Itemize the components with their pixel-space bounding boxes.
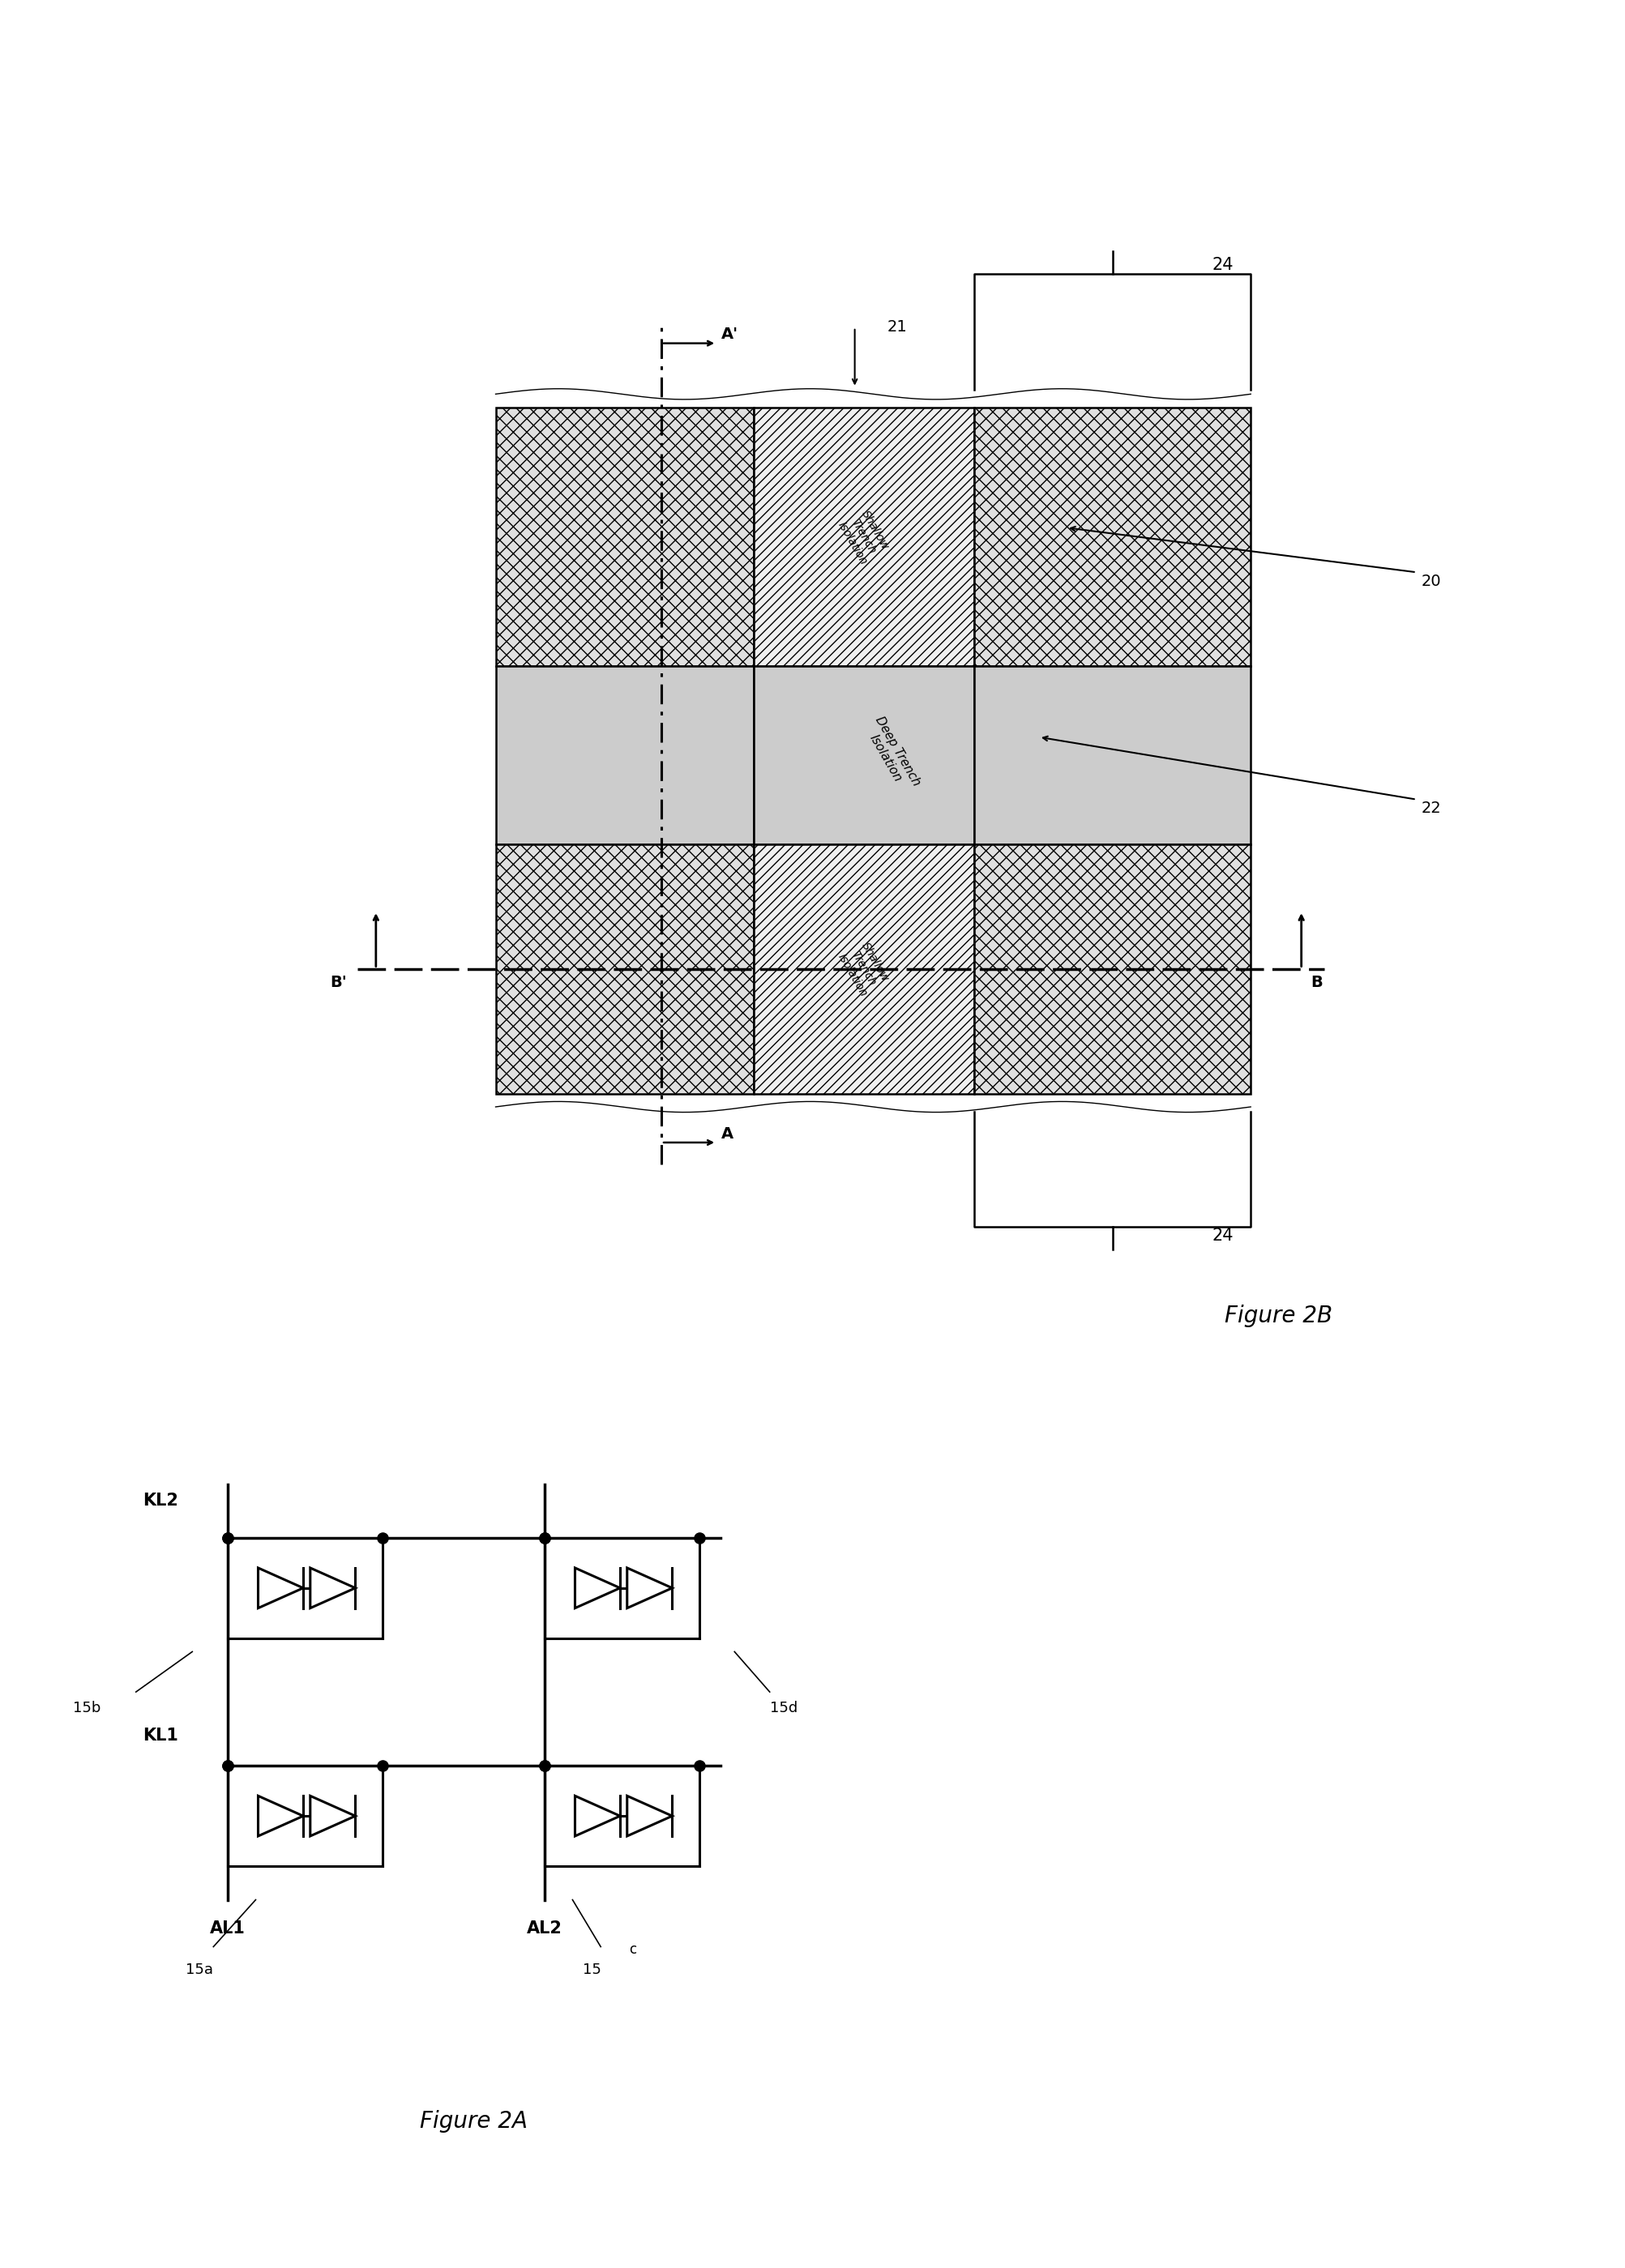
Bar (496, 844, 754, 1093)
Point (531, 1749, 557, 1785)
Text: B: B (1311, 975, 1323, 989)
Text: Shallow
Trench
Isolation: Shallow Trench Isolation (835, 506, 892, 567)
Bar (975, 667, 1251, 844)
Text: B': B' (330, 975, 346, 989)
Polygon shape (258, 1796, 304, 1837)
Point (531, 1520, 557, 1556)
Text: Shallow
Trench
Isolation: Shallow Trench Isolation (835, 939, 892, 998)
Bar (496, 667, 754, 844)
Text: 21: 21 (887, 320, 907, 336)
Text: Deep Trench
Isolation: Deep Trench Isolation (861, 714, 923, 796)
Point (531, 1520, 557, 1556)
Point (531, 1749, 557, 1785)
Polygon shape (310, 1796, 356, 1837)
Text: c: c (629, 1941, 637, 1957)
Polygon shape (258, 1567, 304, 1608)
Bar (496, 408, 754, 667)
Text: KL1: KL1 (143, 1728, 179, 1744)
Text: 15d: 15d (770, 1701, 798, 1715)
Bar (754, 844, 975, 1093)
Text: 22: 22 (1420, 801, 1441, 816)
Text: A': A' (722, 327, 738, 342)
Polygon shape (627, 1796, 673, 1837)
Text: AL1: AL1 (210, 1921, 245, 1937)
Text: Figure 2B: Figure 2B (1224, 1304, 1332, 1327)
Polygon shape (627, 1567, 673, 1608)
Bar (754, 408, 975, 667)
Point (369, 1749, 395, 1785)
Bar (975, 844, 1251, 1093)
Text: Figure 2A: Figure 2A (419, 2109, 528, 2132)
Text: A: A (722, 1125, 733, 1141)
Text: AL2: AL2 (526, 1921, 562, 1937)
Polygon shape (575, 1796, 621, 1837)
Text: 24: 24 (1212, 1227, 1233, 1245)
Text: 15: 15 (583, 1962, 601, 1978)
Polygon shape (575, 1567, 621, 1608)
Text: KL2: KL2 (143, 1492, 179, 1508)
Text: 15a: 15a (185, 1962, 213, 1978)
Point (686, 1520, 712, 1556)
Text: 15b: 15b (73, 1701, 101, 1715)
Bar (975, 408, 1251, 667)
Bar (754, 667, 975, 844)
Point (215, 1520, 241, 1556)
Point (686, 1749, 712, 1785)
Point (369, 1520, 395, 1556)
Text: 20: 20 (1420, 574, 1441, 590)
Point (215, 1749, 241, 1785)
Point (215, 1520, 241, 1556)
Point (215, 1749, 241, 1785)
Text: 24: 24 (1212, 256, 1233, 272)
Polygon shape (310, 1567, 356, 1608)
